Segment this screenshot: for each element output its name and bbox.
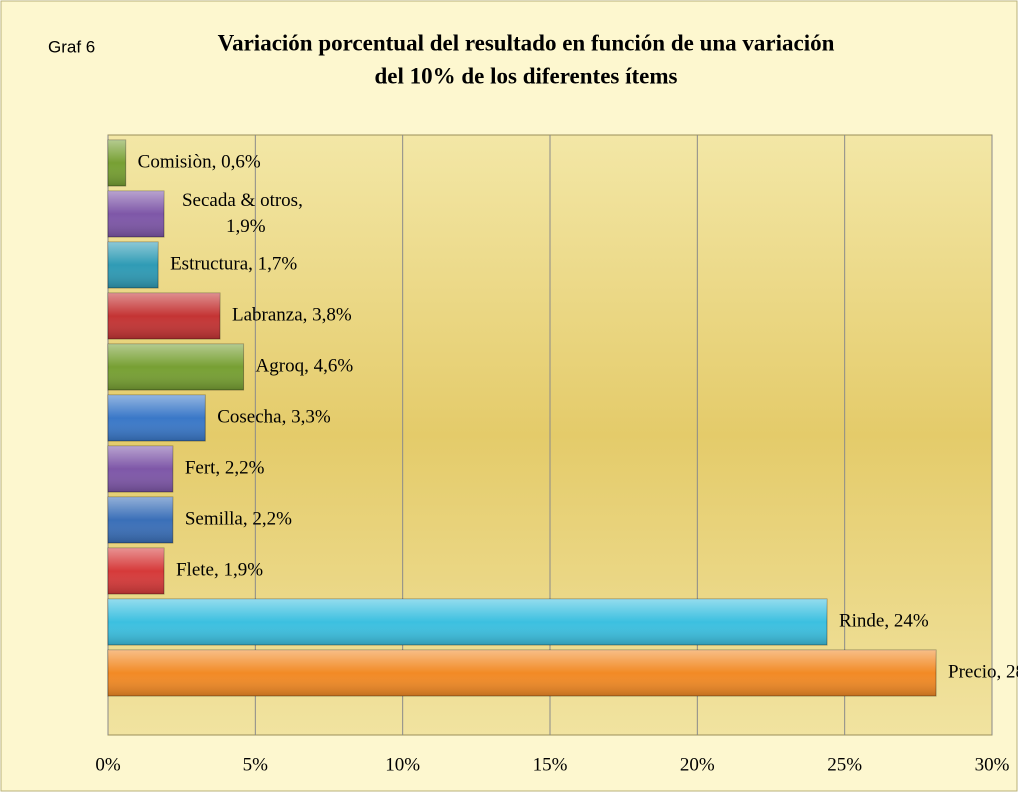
data-label: Secada & otros, 1,9% — [182, 190, 303, 237]
data-label: Fert, 2,2% — [185, 457, 265, 478]
x-tick-label: 30% — [975, 754, 1010, 775]
data-label: Comisiòn, 0,6% — [138, 151, 261, 172]
bar-shine — [108, 395, 206, 441]
bar-shine — [108, 242, 159, 288]
data-label: Agroq, 4,6% — [256, 355, 354, 376]
x-tick-label: 15% — [533, 754, 568, 775]
bar-shine — [108, 446, 173, 492]
data-label: Cosecha, 3,3% — [217, 406, 331, 427]
data-label: Precio, 28% — [948, 661, 1018, 682]
bar-shine — [108, 191, 164, 237]
bar-shine — [108, 497, 173, 543]
bar-shine — [108, 599, 827, 645]
data-label: Flete, 1,9% — [176, 559, 263, 580]
x-tick-label: 20% — [680, 754, 715, 775]
chart-title: Variación porcentual del resultado en fu… — [218, 30, 835, 55]
x-tick-label: 5% — [243, 754, 269, 775]
bar-shine — [108, 548, 164, 594]
data-label: Estructura, 1,7% — [170, 253, 297, 274]
x-tick-label: 10% — [385, 754, 420, 775]
bar-shine — [108, 650, 937, 696]
bar-shine — [108, 344, 244, 390]
data-label: Semilla, 2,2% — [185, 508, 292, 529]
data-label: Rinde, 24% — [839, 610, 929, 631]
data-label: Labranza, 3,8% — [232, 304, 352, 325]
chart-label: Graf 6 — [48, 37, 95, 56]
bar-shine — [108, 293, 220, 339]
bar-shine — [108, 140, 126, 186]
x-tick-label: 0% — [95, 754, 121, 775]
x-tick-label: 25% — [827, 754, 862, 775]
chart-subtitle: del 10% de los diferentes ítems — [374, 63, 677, 88]
